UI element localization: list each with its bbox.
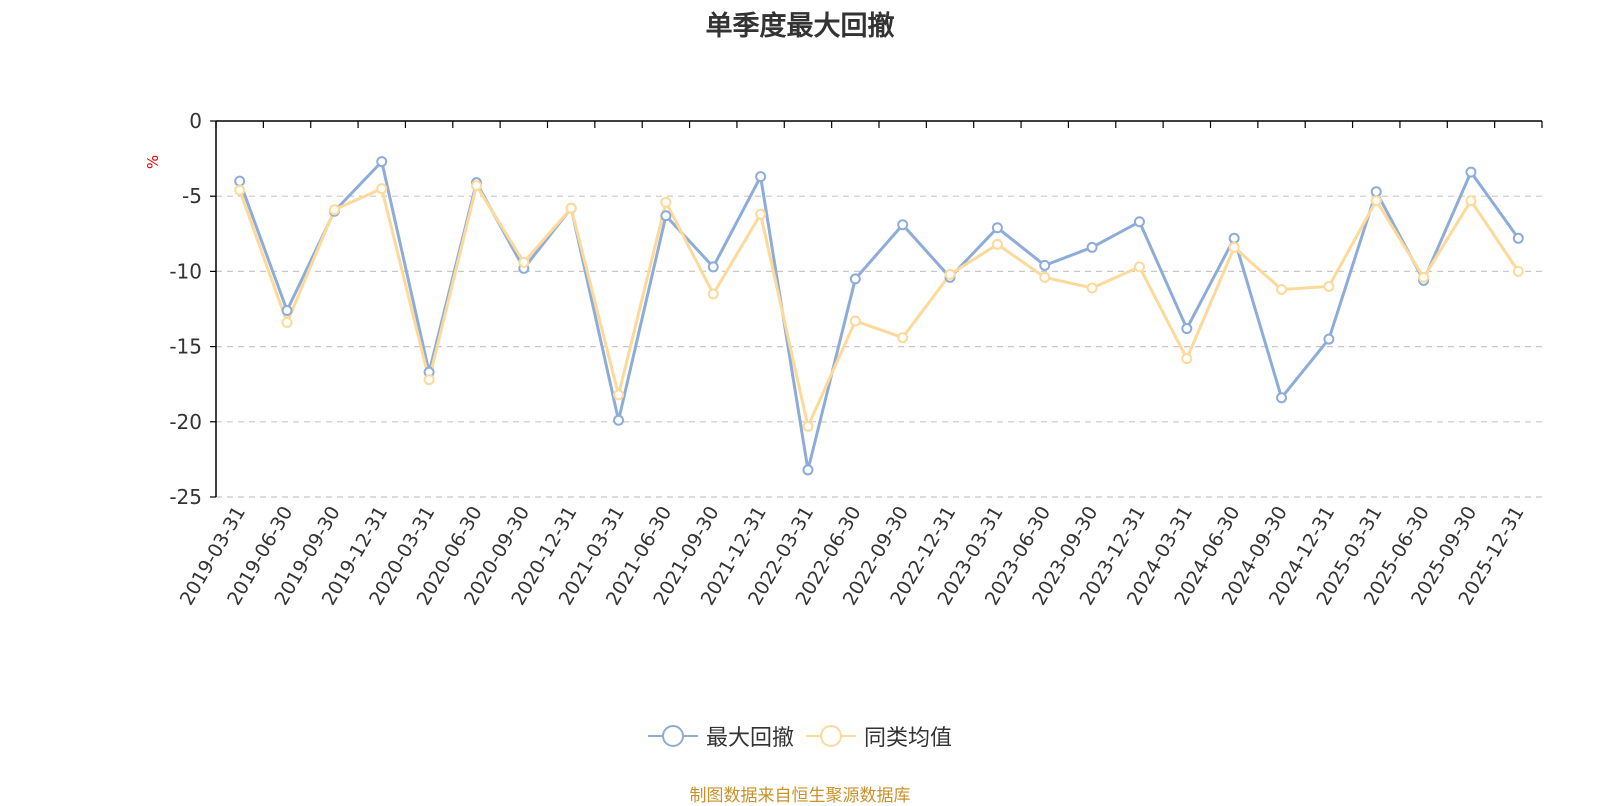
data-point bbox=[1370, 195, 1382, 207]
series-line-2 bbox=[238, 184, 1520, 428]
data-point bbox=[660, 196, 672, 208]
source-note: 制图数据来自恒生聚源数据库 bbox=[689, 786, 911, 806]
series-line-1 bbox=[238, 160, 1520, 472]
legend-label-series-1: 最大回撤 bbox=[705, 726, 794, 751]
data-point bbox=[1276, 283, 1288, 295]
data-point bbox=[376, 183, 388, 195]
data-point bbox=[613, 414, 625, 426]
data-point bbox=[897, 219, 909, 231]
data-point bbox=[1512, 265, 1524, 277]
data-point bbox=[1323, 333, 1335, 345]
legend-label-series-2: 同类均值 bbox=[864, 726, 953, 751]
data-point bbox=[1086, 282, 1098, 294]
legend-symbol-series-2 bbox=[806, 725, 856, 747]
chart-title: 单季度最大回撤 bbox=[705, 11, 895, 42]
data-point bbox=[565, 202, 577, 214]
data-point bbox=[281, 305, 293, 317]
data-point bbox=[991, 238, 1003, 250]
data-point bbox=[1039, 259, 1051, 271]
data-point bbox=[281, 317, 293, 329]
legend-item-series-2[interactable]: 同类均值 bbox=[806, 720, 952, 752]
data-point bbox=[234, 175, 246, 187]
data-point bbox=[849, 315, 861, 327]
data-point bbox=[470, 180, 482, 192]
y-tick-label: -10 bbox=[169, 259, 202, 283]
legend: 最大回撤 同类均值 bbox=[0, 720, 1600, 752]
y-tick-label: -25 bbox=[169, 485, 202, 509]
data-point bbox=[518, 256, 530, 268]
data-point bbox=[1323, 280, 1335, 292]
y-tick-label: -15 bbox=[169, 335, 202, 359]
data-point bbox=[1418, 271, 1430, 283]
data-point bbox=[1181, 353, 1193, 365]
data-point bbox=[328, 204, 340, 216]
data-point bbox=[1133, 216, 1145, 228]
data-point bbox=[660, 210, 672, 222]
data-point bbox=[991, 222, 1003, 234]
data-point bbox=[802, 420, 814, 432]
data-point bbox=[376, 156, 388, 168]
data-point bbox=[755, 208, 767, 220]
data-point bbox=[234, 184, 246, 196]
legend-item-series-1[interactable]: 最大回撤 bbox=[647, 720, 794, 752]
data-point bbox=[613, 389, 625, 401]
y-tick-label: -5 bbox=[182, 184, 202, 208]
data-point bbox=[1133, 261, 1145, 273]
data-point bbox=[707, 261, 719, 273]
data-point bbox=[755, 171, 767, 183]
data-point bbox=[1512, 232, 1524, 244]
y-axis-unit-label: % bbox=[144, 155, 162, 169]
data-point bbox=[802, 464, 814, 476]
legend-symbol-series-1 bbox=[647, 725, 698, 747]
data-point bbox=[1039, 271, 1051, 283]
data-point bbox=[1370, 186, 1382, 198]
data-point bbox=[1276, 392, 1288, 404]
data-point bbox=[1086, 241, 1098, 253]
data-point bbox=[707, 288, 719, 300]
data-point bbox=[1181, 323, 1193, 335]
data-point bbox=[423, 374, 435, 386]
data-point bbox=[944, 268, 956, 280]
data-point bbox=[1465, 166, 1477, 178]
y-tick-label: -20 bbox=[169, 410, 202, 434]
data-point bbox=[849, 273, 861, 285]
y-tick-label: 0 bbox=[189, 109, 202, 133]
data-point bbox=[897, 332, 909, 344]
data-point bbox=[1228, 241, 1240, 253]
data-point bbox=[1228, 232, 1240, 244]
data-point bbox=[1465, 195, 1477, 207]
